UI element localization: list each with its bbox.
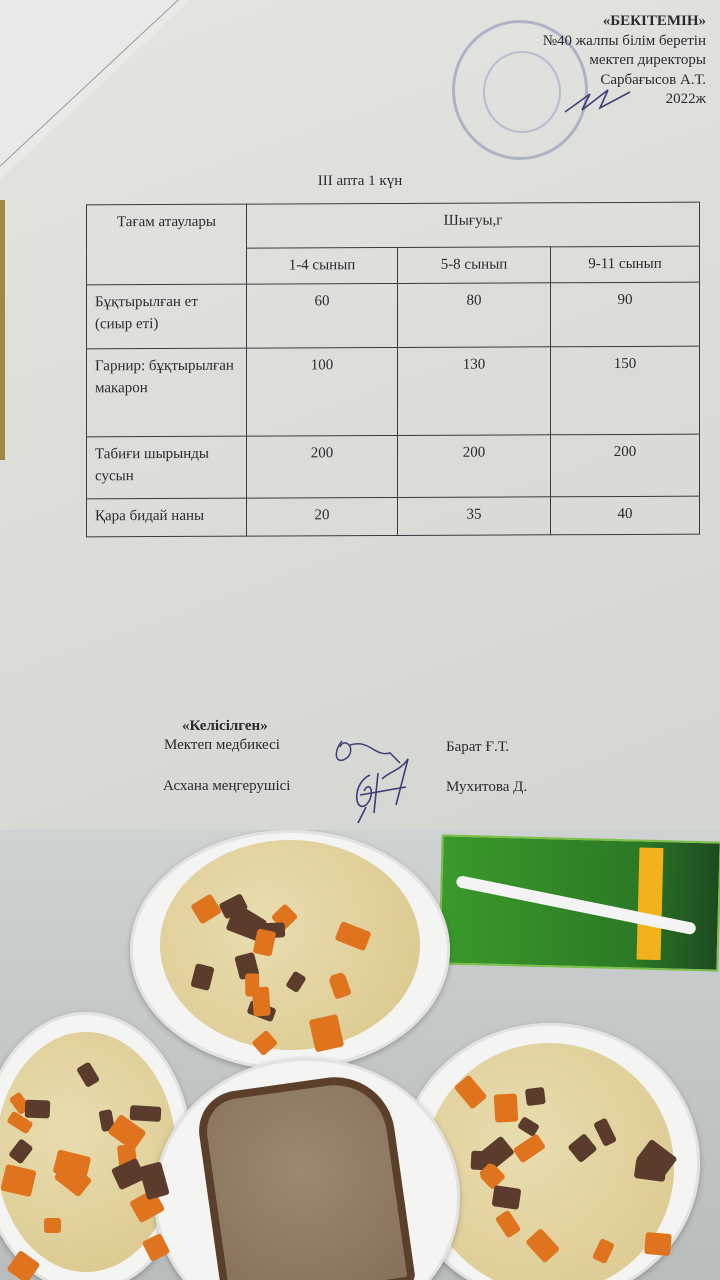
agreed-title: «Келісілген» [182,718,268,734]
signer-role: Асхана меңгерушісі [163,778,291,794]
official-stamp [452,20,588,160]
dish-name: Гарнир: бұқтырылған макарон [86,348,247,437]
agreed-signatures [335,740,409,824]
approval-line: №40 жалпы білім беретін [542,32,706,49]
carrot-piece [245,973,260,997]
approval-line: мектеп директоры [589,52,706,68]
binder-edge [0,200,5,460]
value-cell: 100 [246,347,398,437]
meat-piece [130,1105,162,1122]
meat-piece [633,1157,668,1182]
group-header: 1-4 сынып [246,247,398,285]
meal-photo [0,830,720,1280]
folded-corner [0,0,190,180]
director-signature [564,89,631,113]
value-cell: 35 [397,496,551,536]
value-cell: 60 [246,283,398,349]
juice-label-stripe [636,847,664,961]
meat-piece [524,1087,546,1107]
approval-line: 2022ж [665,91,706,107]
dish-name: Бұқтырылған ет (сиыр еті) [86,284,247,349]
approval-line: Сарбағысов А.Т. [600,71,706,88]
value-cell: 200 [246,435,398,499]
value-cell: 20 [246,497,398,537]
juice-box [438,834,720,972]
signer-role: Мектеп медбикесі [164,737,280,753]
rye-bread [193,1069,417,1280]
value-cell: 150 [550,346,700,435]
value-cell: 80 [397,282,551,348]
bowl-meat-pasta [130,830,450,1070]
dish-name: Табиғи шырынды сусын [86,436,247,499]
value-cell: 200 [397,434,551,498]
value-cell: 40 [550,496,700,535]
table-row: Гарнир: бұқтырылған макарон 100 130 150 [86,346,700,437]
group-header: 9-11 сынып [550,246,700,283]
table-row: Қара бидай наны 20 35 40 [86,496,700,537]
pasta-stew [160,840,420,1050]
carrot-piece [494,1093,519,1123]
signer-name: Барат Ғ.Т. [446,739,510,755]
table-row: Табиғи шырынды сусын 200 200 200 [86,434,700,499]
table-row: Бұқтырылған ет (сиыр еті) 60 80 90 [86,282,700,349]
menu-table: Тағам атаулары Шығуы,г 1-4 сынып 5-8 сын… [86,202,700,538]
menu-document: «БЕКІТЕМІН» №40 жалпы білім беретін мект… [0,0,720,830]
header-name: Тағам атаулары [86,204,247,285]
meat-piece [24,1099,51,1119]
approval-block: «БЕКІТЕМІН» №40 жалпы білім беретін мект… [543,12,706,110]
header-output: Шығуы,г [246,202,700,249]
carrot-piece [644,1231,673,1256]
week-day-heading: III апта 1 күн [317,173,403,189]
approval-title: «БЕКІТЕМІН» [602,13,706,29]
signer-name: Мухитова Д. [446,779,528,795]
value-cell: 200 [550,434,700,497]
value-cell: 90 [550,282,700,347]
carrot-piece [44,1218,62,1234]
value-cell: 130 [397,346,551,436]
meat-piece [491,1185,522,1210]
group-header: 5-8 сынып [397,246,551,284]
dish-name: Қара бидай наны [86,498,247,537]
